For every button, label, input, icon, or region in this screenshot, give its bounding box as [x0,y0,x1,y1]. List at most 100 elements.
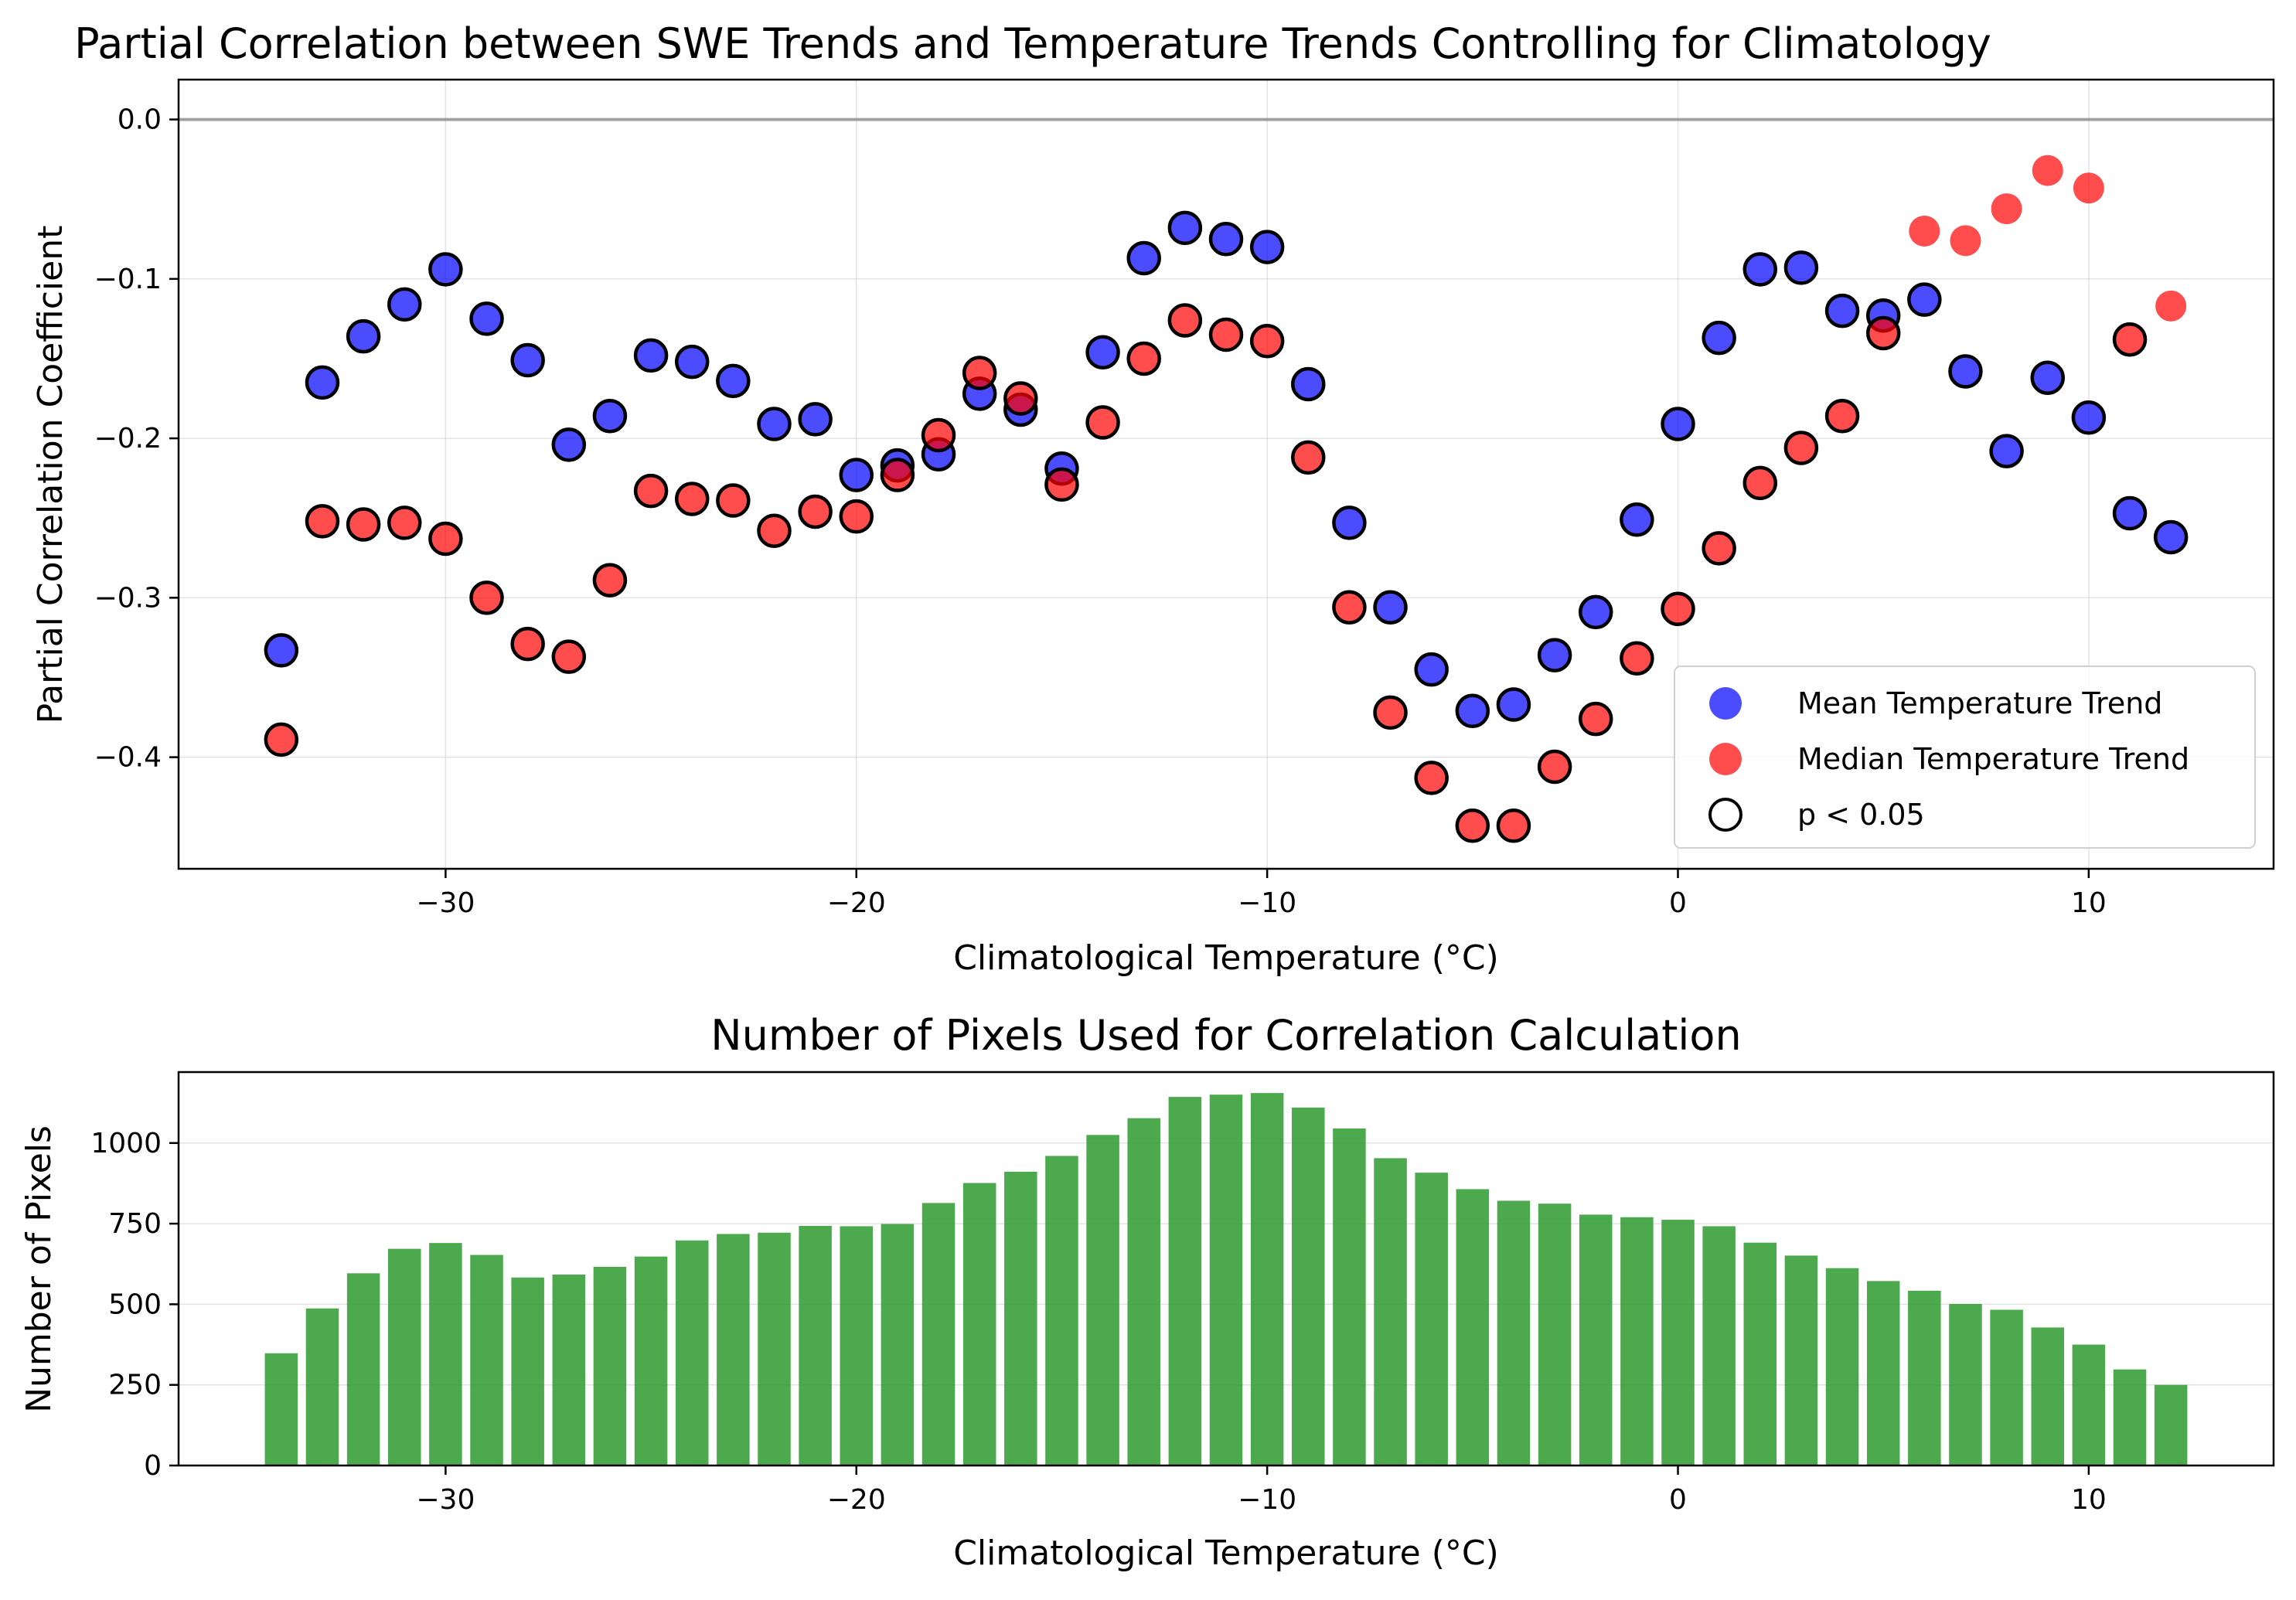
mean-point [1208,222,1244,257]
median-point [1249,324,1285,359]
median-point [2032,155,2063,186]
pixel-count-bar [2072,1344,2106,1466]
median-point [2073,172,2104,204]
median-point [921,417,956,453]
mean-point [428,252,463,287]
pixel-count-bar [1743,1242,1777,1466]
top-y-tick-label: 0.0 [118,104,162,136]
pixel-count-bar [1415,1173,1448,1466]
top-chart-title: Partial Correlation between SWE Trends a… [74,19,1991,68]
median-point [1126,341,1161,376]
mean-point [1702,320,1736,356]
mean-point [1824,293,1860,329]
median-point [1332,590,1367,625]
pixel-count-bar [1661,1220,1695,1466]
pixel-count-bar [1086,1135,1119,1466]
median-point [1991,193,2022,225]
pixel-count-bar [1538,1203,1572,1466]
pixel-count-bar [758,1232,791,1466]
top-x-tick-label: 10 [2071,887,2107,919]
median-point [1620,641,1654,676]
median-point [1208,317,1244,352]
pixel-count-bar [634,1256,668,1466]
pixel-count-bar [1702,1226,1736,1466]
mean-point [1249,230,1285,264]
bottom-x-tick-label: −30 [416,1484,475,1516]
bottom-x-tick-label: −10 [1238,1484,1296,1516]
top-panel: Partial Correlation between SWE Trends a… [31,19,2275,978]
median-point [1865,315,1901,351]
median-point [1496,809,1531,843]
median-point [1824,398,1860,434]
top-x-tick-label: −30 [416,887,475,919]
pixel-count-bar [1497,1200,1531,1466]
median-point [962,356,997,390]
pixel-count-bar [1004,1171,1037,1466]
pixel-count-bar [1990,1309,2023,1466]
mean-point [1496,687,1531,722]
mean-point [2153,519,2189,555]
median-point [1167,303,1203,338]
pixel-count-bar [962,1183,996,1466]
mean-point [305,365,340,400]
top-y-tick-label: −0.3 [94,582,162,614]
legend-median-label: Median Temperature Trend [1797,742,2189,776]
pixel-count-bar [1374,1158,1407,1466]
mean-point [592,398,628,434]
median-point [1291,440,1326,475]
bottom-y-tick-label: 750 [108,1208,162,1240]
pixel-count-bar [1250,1093,1284,1466]
pixel-count-bar [1908,1290,1941,1466]
mean-point [1291,366,1326,402]
median-point [1909,215,1940,247]
bottom-y-tick-label: 250 [108,1370,162,1401]
mean-point [2030,360,2065,395]
pixel-count-bar [1620,1217,1654,1466]
median-point [1537,749,1572,785]
pixel-count-bar [552,1275,586,1466]
top-ticks: −30 −20 −10 0 10 0.0 −0.1 −0.2 −0.3 −0.4 [94,104,2107,919]
mean-point [2112,495,2148,531]
median-point [674,482,710,516]
median-point [428,521,463,557]
legend-mean-marker [1709,687,1742,720]
legend-median-marker [1709,743,1742,775]
pixel-count-bar [346,1273,380,1466]
mean-point [1620,502,1654,537]
bottom-axes-frame [177,1071,2275,1467]
top-x-axis-label: Climatological Temperature (°C) [953,938,1499,978]
legend: Mean Temperature Trend Median Temperatur… [1674,666,2256,849]
pixel-count-bar [1127,1118,1160,1466]
bottom-x-axis-label: Climatological Temperature (°C) [953,1534,1499,1573]
median-point [1702,531,1736,566]
mean-point [551,427,587,462]
median-point [305,504,340,539]
mean-point [1332,506,1367,540]
median-point [839,499,874,534]
mean-point [757,407,792,441]
pixel-count-bar [1168,1097,1202,1466]
bottom-bars [264,1093,2188,1466]
median-point [633,473,669,509]
bottom-y-tick-label: 0 [144,1450,162,1482]
pixel-count-bar [717,1234,750,1466]
median-point [510,626,545,662]
mean-point [346,318,381,354]
bottom-y-tick-label: 1000 [90,1128,162,1159]
pixel-count-bar [388,1248,421,1466]
mean-point [2071,400,2107,435]
pixel-count-bar [305,1308,339,1466]
mean-point [1126,240,1161,276]
median-point [2155,290,2187,322]
mean-point [798,402,833,437]
pixel-count-bar [593,1266,627,1466]
top-axes-frame [177,78,2275,870]
bottom-x-tick-label: −20 [827,1484,886,1516]
pixel-count-bar [1784,1255,1818,1466]
pixel-count-bar [429,1243,462,1466]
pixel-count-bar [1209,1094,1243,1466]
pixel-count-bar [675,1240,709,1466]
top-y-axis-label: Partial Correlation Coefficient [31,226,70,724]
top-y-tick-label: −0.1 [94,264,162,295]
